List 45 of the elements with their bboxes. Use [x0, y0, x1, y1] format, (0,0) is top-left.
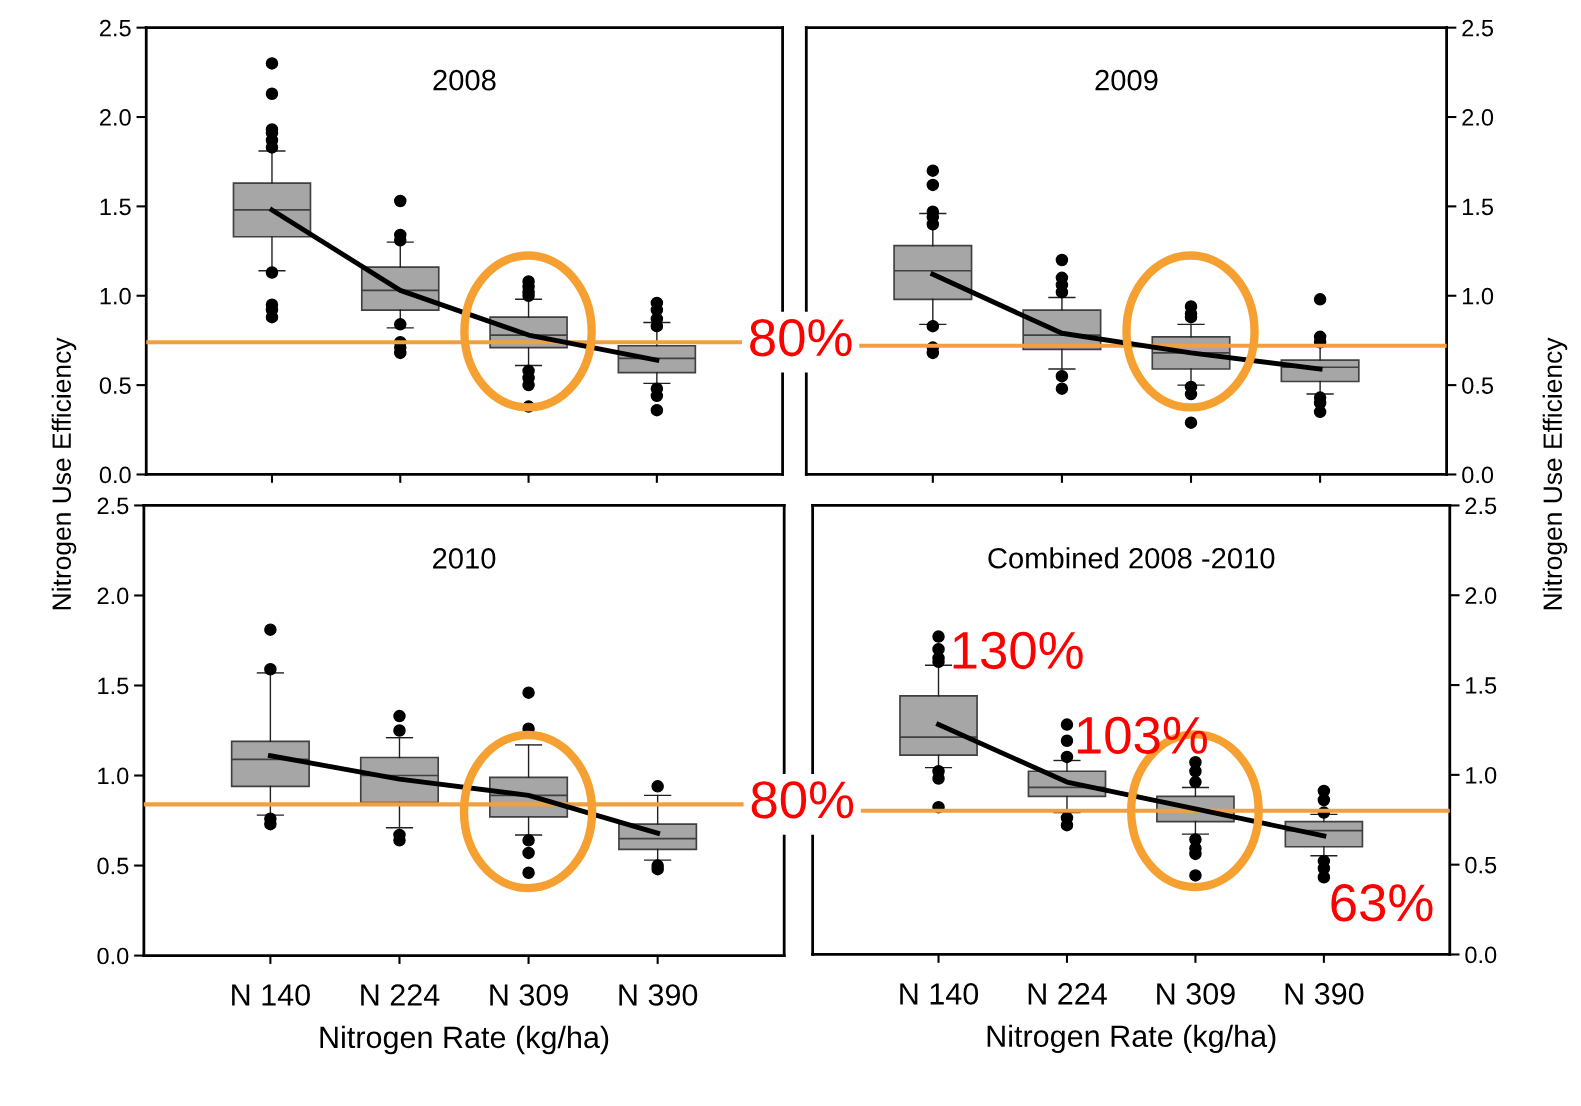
- y-tick-label: 1.0: [100, 287, 131, 305]
- x-tick-label: N 390: [1285, 983, 1364, 1005]
- text: 2009: [1095, 69, 1158, 91]
- y-tick-label: 1.5: [1466, 677, 1497, 694]
- y-tick-label: 1.5: [100, 198, 131, 216]
- y-tick-label: 2.5: [1465, 497, 1497, 515]
- text: Combined 2008 -2010: [988, 547, 1275, 569]
- y-tick-label: 1.0: [1466, 766, 1497, 784]
- x-tick-label: N 140: [900, 983, 979, 1005]
- y-axis-title: Nitrogen Use Efficiency: [51, 337, 77, 610]
- y-tick-label: 0.5: [1462, 377, 1494, 394]
- annotation: 63%: [1331, 884, 1433, 922]
- y-tick-label: 1.0: [98, 767, 129, 785]
- x-tick-label: N 224: [361, 984, 440, 1006]
- y-tick-label: 1.5: [98, 677, 129, 695]
- annotation: 80%: [750, 319, 852, 357]
- x-axis-title: Nitrogen Rate (kg/ha): [987, 1024, 1276, 1054]
- y-axis-title: Nitrogen Use Efficiency: [1542, 337, 1568, 610]
- y-tick-label: 2.0: [97, 587, 129, 605]
- y-tick-label: 0.0: [1462, 466, 1494, 484]
- y-tick-label: 2.5: [97, 497, 129, 515]
- y-tick-label: 1.5: [1463, 198, 1494, 216]
- text: 2010: [433, 548, 496, 569]
- annotation: 80%: [751, 781, 854, 819]
- y-tick-label: 0.5: [99, 377, 131, 394]
- x-tick-label: N 309: [1157, 983, 1235, 1005]
- y-tick-label: 0.0: [1465, 946, 1497, 964]
- y-tick-label: 1.0: [1463, 287, 1494, 305]
- y-tick-label: 0.5: [97, 857, 129, 875]
- x-tick-label: N 224: [1028, 983, 1107, 1005]
- text: 2008: [433, 69, 496, 91]
- y-tick-label: 2.5: [100, 19, 131, 37]
- y-tick-label: 2.5: [1462, 19, 1494, 37]
- y-tick-label: 2.0: [1465, 587, 1497, 605]
- annotation: 103%: [1077, 716, 1207, 755]
- x-tick-label: N 390: [619, 984, 698, 1006]
- x-tick-label: N 309: [490, 984, 568, 1006]
- y-tick-label: 0.5: [1465, 856, 1497, 874]
- y-tick-label: 0.0: [99, 466, 131, 484]
- y-tick-label: 2.0: [100, 109, 131, 126]
- annotation: 130%: [953, 631, 1083, 670]
- x-axis-title: Nitrogen Rate (kg/ha): [320, 1025, 609, 1055]
- y-tick-label: 2.0: [1462, 109, 1494, 126]
- x-tick-label: N 140: [232, 984, 310, 1006]
- y-tick-label: 0.0: [97, 947, 129, 965]
